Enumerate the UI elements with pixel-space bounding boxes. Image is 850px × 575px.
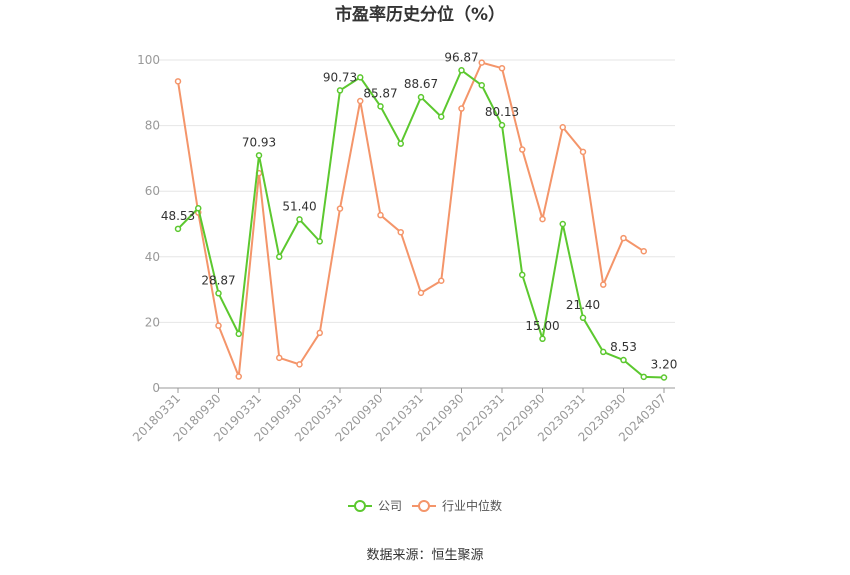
series-0-point-20 (579, 314, 587, 322)
data-label-22: 8.53 (610, 340, 637, 354)
series-0-point-7 (316, 238, 323, 245)
y-tick-label-0: 0 (152, 381, 160, 395)
series-0-point-1 (195, 205, 202, 212)
series-0-point-13 (438, 113, 445, 120)
data-label-4: 70.93 (242, 135, 276, 149)
data-source-note: 数据来源：恒生聚源 (366, 548, 483, 563)
data-label-12: 88.67 (404, 77, 438, 91)
series-line-1 (177, 61, 645, 378)
data-label-20: 21.40 (566, 298, 600, 312)
series-1-point-16 (498, 64, 506, 72)
y-tick-label-40: 40 (145, 250, 160, 264)
legend: 公司 行业中位数 (348, 498, 502, 513)
y-axis: 0 20 40 60 80 100 (137, 53, 160, 395)
series-0-point-21 (600, 348, 607, 356)
series-0-point-15 (478, 82, 485, 89)
y-tick-label-60: 60 (145, 184, 160, 198)
legend-company-label: 公司 (378, 499, 402, 513)
series-1 (174, 59, 647, 380)
series-1-point-13 (438, 277, 445, 284)
series-0-point-9 (357, 74, 364, 81)
x-axis: 2018033120180930201903312019093020200331… (130, 387, 675, 444)
series-1-point-9 (357, 97, 364, 105)
series-1-point-8 (336, 205, 344, 212)
series-0-point-3 (235, 330, 242, 338)
series-0-point-22 (620, 356, 627, 364)
series-0-point-14 (458, 67, 465, 74)
series-1-point-10 (377, 211, 384, 219)
data-label-8: 90.73 (323, 70, 357, 84)
series-0-point-6 (296, 216, 303, 223)
grid-lines (158, 59, 675, 323)
series-0-point-12 (417, 93, 425, 101)
data-label-0: 48.53 (161, 209, 195, 223)
series-0-point-8 (336, 87, 344, 94)
series-1-point-18 (539, 215, 546, 223)
data-label-18: 15.00 (525, 319, 559, 333)
data-label-10: 85.87 (363, 86, 397, 100)
series-1-point-11 (397, 228, 404, 236)
series-0-point-5 (276, 253, 283, 261)
chart-title: 市盈率历史分位（%） (335, 4, 505, 25)
legend-item-company[interactable]: 公司 (348, 499, 402, 513)
legend-item-industry-median[interactable]: 行业中位数 (412, 498, 502, 513)
series-1-point-0 (174, 78, 182, 85)
data-label-16: 80.13 (485, 105, 519, 119)
series-0-point-19 (559, 220, 566, 228)
series-0-point-24 (660, 374, 668, 381)
series-1-point-3 (235, 373, 242, 380)
series-1-point-17 (519, 146, 526, 153)
y-tick-label-80: 80 (145, 119, 160, 133)
series-0-point-2 (215, 290, 222, 297)
legend-industry-label: 行业中位数 (442, 498, 502, 513)
series-1-point-7 (316, 329, 323, 337)
series-1-point-23 (640, 247, 647, 255)
series-0-point-16 (498, 121, 506, 129)
series-1-point-21 (600, 281, 607, 288)
series-0 (174, 67, 668, 381)
data-label-14: 96.87 (444, 50, 478, 64)
y-tick-label-100: 100 (137, 53, 160, 67)
series-0-point-11 (397, 140, 404, 147)
series-1-point-19 (559, 123, 566, 131)
series-0-point-23 (640, 373, 647, 381)
data-labels: 48.53 28.87 70.93 51.40 90.73 85.87 88.67 96.87… (161, 50, 678, 371)
series-0-point-4 (255, 152, 263, 159)
legend-industry-marker (418, 500, 430, 512)
series-1-point-12 (417, 289, 425, 297)
series-0-point-18 (539, 335, 546, 343)
series-1-point-22 (620, 234, 627, 242)
data-label-24: 3.20 (651, 358, 678, 372)
series-line-0 (177, 69, 665, 379)
series-0-point-17 (519, 271, 526, 279)
series-1-point-20 (579, 148, 587, 156)
y-tick-label-20: 20 (145, 315, 160, 329)
series-1-point-14 (458, 105, 465, 112)
data-label-6: 51.40 (282, 199, 316, 213)
series-0-point-10 (377, 103, 384, 110)
series-1-point-5 (276, 354, 283, 362)
series-layer (174, 59, 668, 381)
series-0-point-0 (174, 225, 182, 233)
legend-company-marker (354, 500, 366, 512)
series-1-point-6 (296, 361, 303, 368)
series-1-point-15 (478, 59, 485, 66)
data-label-2: 28.87 (201, 273, 235, 287)
series-1-point-2 (215, 322, 222, 329)
